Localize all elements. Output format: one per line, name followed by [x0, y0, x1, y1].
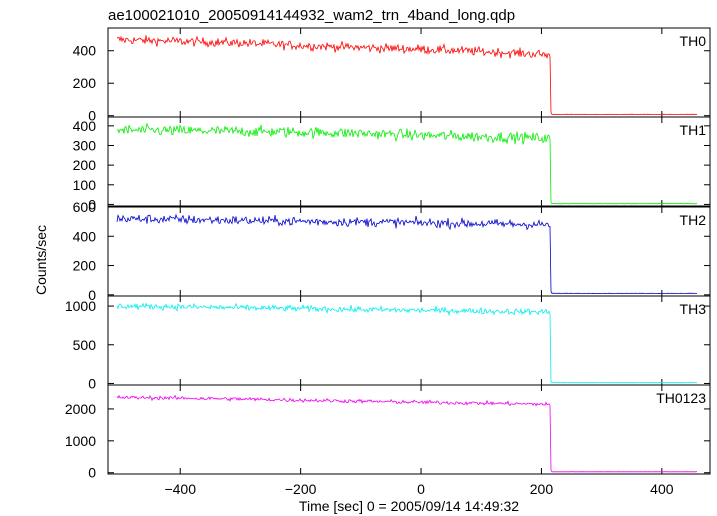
panel-frame [107, 27, 711, 118]
x-axis-label: Time [sec] 0 = 2005/09/14 14:49:32 [299, 498, 519, 514]
y-tick-label: 0 [88, 196, 96, 212]
y-tick-label: 1000 [65, 298, 96, 314]
x-tick-label: 200 [530, 481, 554, 497]
panel-label: TH1 [680, 122, 707, 138]
panel-th1: 0 100 200 300 400 TH1 [73, 116, 711, 212]
y-tick-label: 200 [73, 157, 97, 173]
series-th0123 [116, 394, 697, 473]
chart-title: ae100021010_20050914144932_wam2_trn_4ban… [108, 7, 515, 24]
series-th0 [116, 35, 698, 116]
panel-frame [107, 384, 711, 475]
y-tick-label: 200 [73, 75, 97, 91]
series-th1 [116, 122, 698, 205]
panel-th0123: 0 1000 2000 TH0123 [65, 384, 711, 481]
panel-label: TH2 [680, 212, 707, 228]
y-tick-label: 0 [88, 465, 96, 481]
y-tick-label: 0 [88, 108, 96, 124]
panel-th0: 0 200 400 TH0 [73, 27, 711, 124]
y-tick-label: 100 [73, 177, 97, 193]
panel-label: TH0123 [656, 390, 706, 406]
x-tick-label: −200 [285, 481, 317, 497]
y-axis-label: Counts/sec [33, 225, 49, 295]
x-tick-label: 400 [650, 481, 674, 497]
y-tick-label: 600 [73, 199, 97, 215]
panel-frame [107, 295, 711, 386]
panel-frame [107, 206, 711, 297]
panel-frame [107, 116, 711, 207]
panel-label: TH3 [680, 301, 707, 317]
x-tick-label: 0 [417, 481, 425, 497]
y-tick-label: 1000 [65, 433, 96, 449]
y-tick-label: 0 [88, 287, 96, 303]
x-tick-label: −400 [164, 481, 196, 497]
y-tick-label: 500 [73, 337, 97, 353]
series-th3 [116, 302, 698, 384]
y-tick-label: 300 [73, 137, 97, 153]
panel-label: TH0 [680, 33, 707, 49]
y-tick-label: 200 [73, 258, 97, 274]
series-th2 [116, 213, 697, 295]
panel-th3: 0 500 1000 TH3 [65, 295, 711, 391]
y-tick-label: 400 [73, 43, 97, 59]
panel-th2: 0 200 400 600 TH2 [73, 199, 711, 303]
y-tick-label: 2000 [65, 401, 96, 417]
y-tick-label: 0 [88, 375, 96, 391]
x-tick-labels: −400 −200 0 200 400 [164, 481, 673, 497]
y-tick-label: 400 [73, 228, 97, 244]
y-tick-label: 400 [73, 118, 97, 134]
